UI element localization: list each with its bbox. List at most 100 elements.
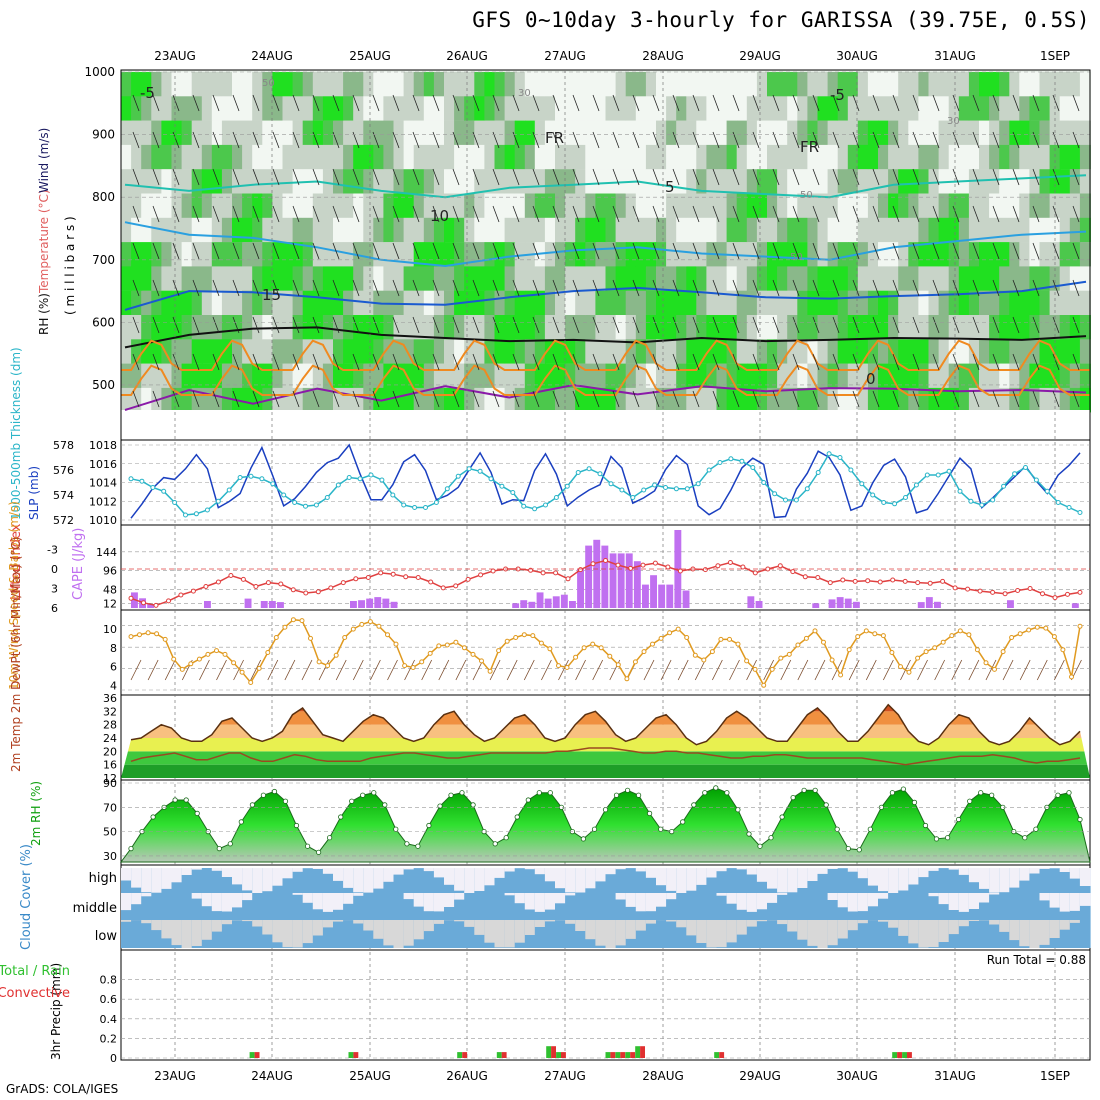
- lifted-index-line-point: [1002, 591, 1008, 597]
- wind-barb: [952, 94, 960, 112]
- rh-cell: [201, 217, 213, 243]
- rh-cell: [131, 120, 143, 146]
- rh-cell: [615, 363, 627, 389]
- wind-speed-line-point: [803, 635, 809, 641]
- rh-cell: [1069, 363, 1081, 389]
- wind-barb: [252, 353, 260, 371]
- rh-cell: [979, 387, 991, 413]
- wind-barb: [432, 131, 440, 149]
- rh-cell: [1019, 290, 1031, 316]
- rh-cell: [555, 315, 567, 340]
- rh-cell: [1049, 315, 1061, 340]
- rh-cell: [373, 193, 385, 218]
- rh-cell: [706, 120, 718, 146]
- lifted-index-line-point: [965, 586, 971, 592]
- thickness-line-point: [739, 458, 745, 464]
- rh-cell: [292, 217, 304, 243]
- wind-barb-10m: [216, 659, 227, 681]
- rh-cell: [312, 72, 324, 97]
- rh-cell: [625, 120, 637, 146]
- rh-cell: [1039, 266, 1051, 291]
- rh-cell: [999, 315, 1011, 340]
- wind-barb: [692, 94, 700, 112]
- rh-cell: [1009, 266, 1021, 291]
- rh-cell: [353, 217, 365, 243]
- rh-point: [779, 814, 785, 820]
- thickness-line-point: [433, 500, 439, 505]
- cloud-clear: [413, 893, 425, 907]
- rh-cell: [999, 120, 1011, 146]
- rh-cell: [343, 96, 355, 121]
- lifted-index-line-point: [565, 576, 571, 582]
- lifted-index-line-point: [178, 592, 184, 598]
- rh-cell: [1009, 120, 1021, 146]
- rh-cell: [181, 120, 193, 146]
- wind-barb: [332, 242, 340, 260]
- rh-cell: [151, 266, 163, 291]
- wind-barb: [932, 168, 940, 186]
- thickness-line-point: [150, 485, 156, 490]
- cloud-cell: [484, 893, 496, 920]
- wind-barb: [632, 242, 640, 260]
- contour-warm: [121, 339, 1090, 371]
- rh-cell: [716, 169, 728, 194]
- lifted-index-line-point: [915, 580, 921, 586]
- rh-cell: [514, 363, 526, 389]
- rh-cell: [676, 363, 688, 389]
- rh-point: [547, 790, 553, 796]
- lifted-index-line-point: [378, 570, 384, 576]
- rh-cell: [787, 339, 799, 364]
- wind-barb: [372, 205, 380, 223]
- wind-barb-10m: [506, 659, 518, 681]
- rh-cell: [635, 72, 647, 97]
- rh-cell: [383, 120, 395, 146]
- cloud-cell: [827, 868, 839, 893]
- rh-cell: [191, 290, 203, 316]
- rh-cell: [242, 242, 254, 267]
- lifted-index-line-point: [652, 560, 658, 566]
- cloud-cell: [837, 868, 849, 893]
- wind-barb: [332, 168, 340, 186]
- rh-cell: [1019, 169, 1031, 194]
- x-tick-label-bottom: 1SEP: [1040, 1069, 1070, 1083]
- rh-cell: [302, 363, 314, 389]
- rh-cell: [141, 169, 153, 194]
- rh-cell: [524, 315, 536, 340]
- wind-barb: [1052, 279, 1060, 297]
- cloud-clear: [989, 893, 1000, 895]
- cloud-clear: [433, 920, 445, 924]
- cloud-clear: [817, 868, 829, 874]
- cape-bar: [844, 598, 852, 608]
- rh-cell: [322, 387, 334, 413]
- rh-cell: [171, 96, 183, 121]
- rh-cell: [252, 120, 264, 146]
- lifted-index-line-point: [640, 562, 646, 568]
- rh-cell: [242, 266, 254, 291]
- cloud-clear: [292, 920, 304, 948]
- cloud-clear: [645, 868, 657, 878]
- wind-barb: [432, 390, 440, 408]
- thickness-line-point: [990, 497, 996, 503]
- cloud-cell: [524, 868, 536, 893]
- rh-cell: [1039, 120, 1051, 146]
- cloud-clear: [948, 893, 960, 910]
- wind-barb: [412, 94, 420, 112]
- wind-barb: [832, 94, 840, 112]
- rh-cell: [736, 387, 748, 413]
- rh-cell: [1039, 193, 1051, 218]
- wind-barb: [272, 316, 280, 334]
- rh-cell: [433, 363, 445, 389]
- rh-point: [415, 843, 421, 849]
- rh-cell: [948, 290, 960, 316]
- wind-speed-line-point: [290, 617, 296, 623]
- cloud-clear: [726, 920, 738, 943]
- rh-cell: [605, 290, 617, 316]
- cloud-cell: [201, 868, 213, 893]
- cloud-clear: [746, 920, 758, 927]
- rh-cell: [444, 193, 456, 218]
- rh-cell: [847, 72, 859, 97]
- contour-label: 50: [800, 190, 813, 201]
- cloud-clear: [807, 920, 819, 946]
- rh-point: [470, 802, 476, 808]
- rh-cell: [454, 96, 466, 121]
